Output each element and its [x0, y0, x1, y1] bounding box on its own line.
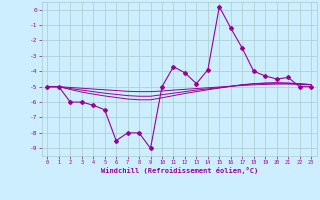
X-axis label: Windchill (Refroidissement éolien,°C): Windchill (Refroidissement éolien,°C) [100, 167, 258, 174]
